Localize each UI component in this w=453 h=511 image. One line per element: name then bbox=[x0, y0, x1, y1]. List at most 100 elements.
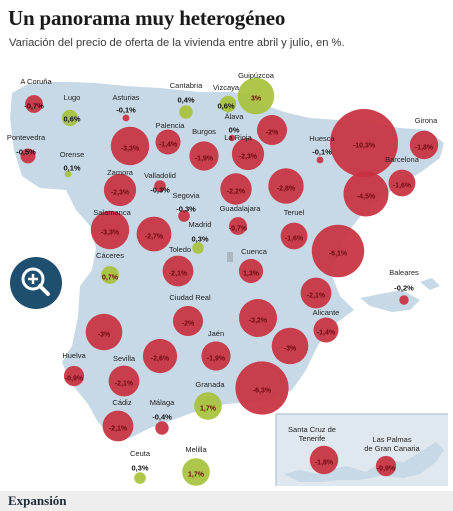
bubble-huelva bbox=[63, 365, 85, 387]
province-label-sevilla: Sevilla bbox=[113, 354, 136, 363]
footer-bar: Expansión bbox=[0, 491, 453, 511]
province-label-las-palmas-de-gran-canaria: de Gran Canaria bbox=[364, 444, 420, 453]
value-label-guadalajara: -0,7% bbox=[229, 226, 248, 233]
province-label-cadiz: Cádiz bbox=[112, 398, 131, 407]
value-label-ciudad-real: -2% bbox=[182, 321, 195, 328]
baleares-shape bbox=[360, 290, 420, 312]
value-label-cuenca: 1,3% bbox=[243, 271, 260, 278]
province-label-orense: Orense bbox=[60, 150, 85, 159]
value-label-caceres: 0,7% bbox=[102, 275, 119, 282]
bubble-baleares bbox=[399, 295, 409, 305]
menorca-shape bbox=[420, 278, 440, 290]
value-label-santa-cruz-de-tenerife: -1,8% bbox=[315, 460, 334, 467]
bubble-barcelona bbox=[388, 169, 416, 197]
bubble-valladolid bbox=[154, 180, 166, 192]
province-label-girona: Girona bbox=[415, 116, 438, 125]
bubble-guadalajara bbox=[229, 217, 247, 235]
bubble-castellon bbox=[311, 224, 365, 278]
value-label-segovia: -0,3% bbox=[176, 205, 196, 214]
bubble-cordoba bbox=[142, 338, 178, 374]
bubble-teruel bbox=[280, 222, 308, 250]
province-label-cuenca: Cuenca bbox=[241, 247, 268, 256]
value-label-soria: -2,2% bbox=[227, 189, 246, 196]
value-label-cadiz: -2,1% bbox=[109, 426, 128, 433]
bubble-madrid bbox=[192, 242, 204, 254]
value-label-granada: 1,7% bbox=[200, 406, 217, 413]
value-label-zamora: -2,3% bbox=[111, 190, 130, 197]
value-label-pontevedra: -0,5% bbox=[16, 148, 36, 157]
bubble-avila bbox=[136, 216, 172, 252]
value-label-valencia: -2,1% bbox=[307, 293, 326, 300]
province-label-guipuzcoa: Guipúzcoa bbox=[238, 71, 275, 80]
bubble-malaga bbox=[155, 421, 169, 435]
bubble-orense bbox=[64, 170, 72, 178]
value-label-girona: -1,8% bbox=[415, 145, 434, 152]
value-label-barcelona: -1,6% bbox=[393, 183, 412, 190]
province-label-pontevedra: Pontevedra bbox=[7, 133, 46, 142]
province-label-barcelona: Barcelona bbox=[385, 155, 420, 164]
value-label-madrid: 0,3% bbox=[191, 235, 208, 244]
value-label-vizcaya: 0,6% bbox=[217, 102, 234, 111]
zoom-in-icon bbox=[21, 267, 50, 296]
province-label-vizcaya: Vizcaya bbox=[213, 83, 240, 92]
bubble-jaen bbox=[201, 341, 231, 371]
map-subtitle: Variación del precio de oferta de la viv… bbox=[9, 37, 345, 49]
province-label-a-coruna: A Coruña bbox=[20, 77, 52, 86]
province-label-alava: Álava bbox=[225, 112, 245, 121]
value-label-huelva: -0,9% bbox=[65, 376, 84, 383]
bubble-zaragoza bbox=[268, 168, 304, 204]
bubble-alicante bbox=[313, 317, 339, 343]
province-label-ceuta: Ceuta bbox=[130, 449, 151, 458]
zoom-button[interactable] bbox=[10, 257, 62, 309]
province-label-salamanca: Salamanca bbox=[93, 208, 131, 217]
value-label-avila: -2,7% bbox=[145, 234, 164, 241]
province-label-alicante: Alicante bbox=[313, 308, 340, 317]
value-label-melilla: 1,7% bbox=[188, 472, 205, 479]
value-label-sevilla: -2,1% bbox=[115, 381, 134, 388]
bubble-la-rioja bbox=[231, 137, 265, 171]
province-label-valladolid: Valladolid bbox=[144, 171, 176, 180]
bubble-lugo bbox=[61, 109, 79, 127]
bubble-lleida bbox=[330, 109, 398, 177]
bubble-valencia bbox=[300, 277, 332, 309]
province-label-huesca: Huesca bbox=[309, 134, 335, 143]
footer-brand-logo: Expansión bbox=[8, 493, 67, 508]
bubble-a-coruna bbox=[25, 95, 43, 113]
province-label-caceres: Cáceres bbox=[96, 251, 124, 260]
bubble-santa-cruz-de-tenerife bbox=[309, 445, 339, 475]
value-label-toledo: -2,1% bbox=[169, 271, 188, 278]
value-label-castellon: -6,1% bbox=[329, 251, 348, 258]
province-label-asturias: Asturias bbox=[112, 93, 139, 102]
bubble-huesca bbox=[316, 156, 324, 164]
province-label-santa-cruz-de-tenerife: Santa Cruz de bbox=[288, 425, 336, 434]
bubble-albacete bbox=[239, 299, 277, 337]
bubble-murcia bbox=[271, 327, 309, 365]
province-label-granada: Granada bbox=[195, 380, 225, 389]
value-label-huesca: -0,1% bbox=[312, 148, 332, 157]
value-label-teruel: -1,6% bbox=[285, 236, 304, 243]
value-label-alicante: -1,4% bbox=[317, 330, 336, 337]
bubble-cadiz bbox=[102, 410, 134, 442]
bubble-cuenca bbox=[238, 258, 264, 284]
value-label-guipuzcoa: 3% bbox=[251, 96, 262, 103]
bubble-almeria bbox=[235, 361, 289, 415]
province-label-burgos: Burgos bbox=[192, 127, 216, 136]
bubble-caceres bbox=[101, 266, 119, 284]
value-label-malaga: -0,4% bbox=[152, 413, 172, 422]
value-label-zaragoza: -2,8% bbox=[277, 186, 296, 193]
bubble-toledo bbox=[162, 255, 194, 287]
value-label-lleida: -10,3% bbox=[353, 143, 376, 150]
province-label-la-rioja: La Rioja bbox=[224, 133, 252, 142]
bubble-ceuta bbox=[134, 472, 146, 484]
bubble-girona bbox=[409, 130, 439, 160]
peninsula-shape bbox=[10, 82, 444, 440]
spain-map: A Coruña -0,7% Lugo 0,6% Pontevedra -0,5% Oren… bbox=[7, 71, 448, 486]
bubble-palencia bbox=[155, 129, 181, 155]
province-label-palencia: Palencia bbox=[156, 121, 186, 130]
bubble-salamanca bbox=[90, 210, 130, 250]
bubble-soria bbox=[220, 173, 252, 205]
province-label-huelva: Huelva bbox=[62, 351, 86, 360]
bubble-vizcaya bbox=[219, 95, 237, 113]
bubble-ciudad-real bbox=[173, 306, 203, 336]
province-label-guadalajara: Guadalajara bbox=[220, 204, 262, 213]
